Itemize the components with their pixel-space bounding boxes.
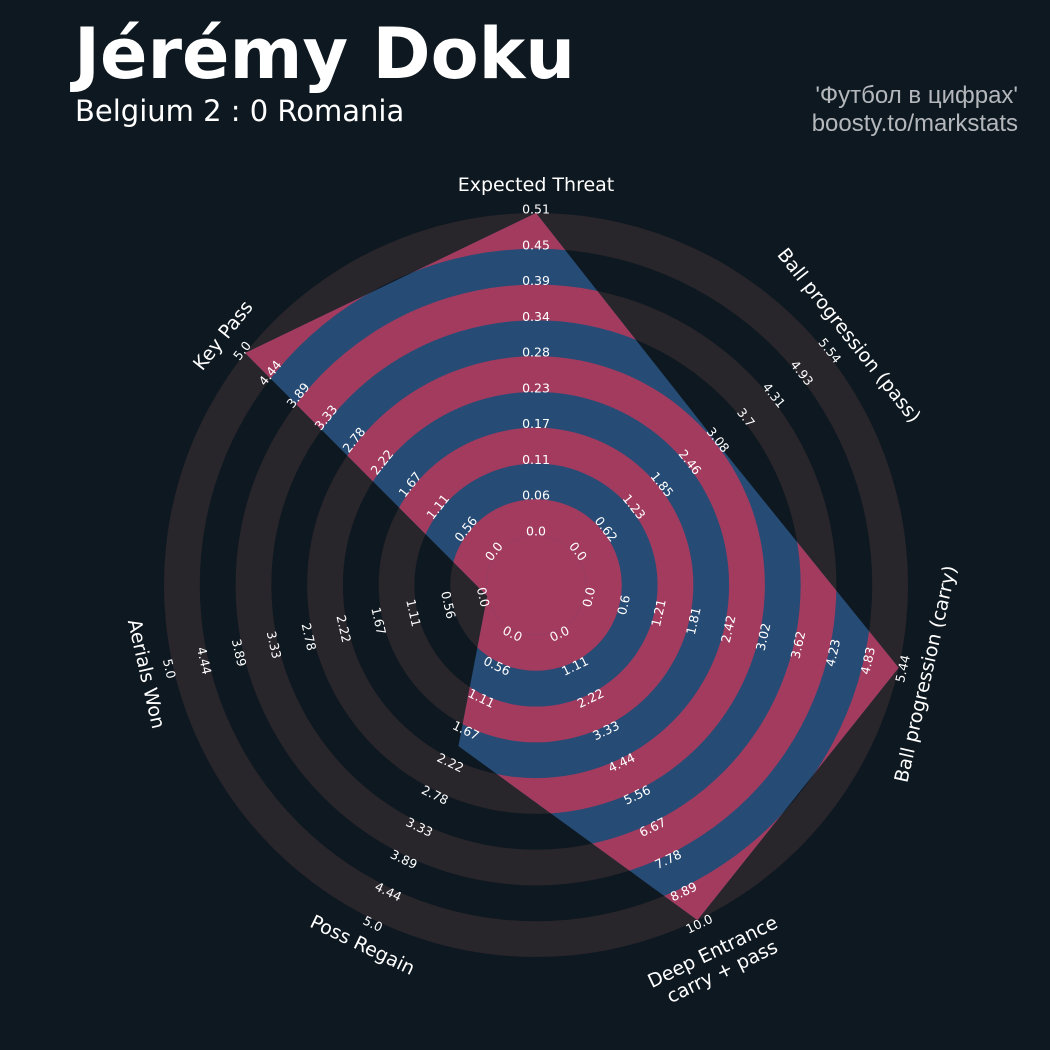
tick-label: 1.81: [683, 606, 704, 636]
tick-label: 5.0: [160, 657, 179, 680]
param-label: Expected Threat: [458, 174, 615, 196]
tick-label: 0.0: [526, 524, 546, 539]
tick-label: 2.22: [333, 614, 354, 644]
tick-label: 0.17: [522, 416, 550, 431]
highlight-ring: [450, 499, 622, 671]
tick-label: 3.62: [788, 630, 809, 660]
tick-label: 1.11: [403, 598, 424, 628]
player-name-title: Jérémy Doku: [74, 13, 576, 95]
tick-label: 2.78: [299, 622, 320, 653]
tick-label: 1.21: [648, 598, 669, 628]
tick-label: 4.23: [822, 638, 843, 668]
tick-label: 1.67: [368, 606, 389, 636]
tick-label: 0.51: [522, 202, 550, 217]
tick-label: 0.39: [522, 273, 550, 288]
tick-label: 0.45: [522, 237, 550, 252]
tick-label: 0.28: [522, 345, 550, 360]
tick-label: 0.34: [522, 309, 550, 324]
tick-label: 0.11: [522, 452, 550, 467]
credit-line-1: 'Футбол в цифрах': [815, 82, 1018, 109]
tick-label: 4.44: [194, 645, 215, 676]
tick-label: 3.33: [264, 630, 285, 660]
tick-label: 0.06: [522, 488, 550, 503]
tick-label: 0.0: [579, 586, 598, 609]
tick-label: 0.23: [522, 380, 550, 395]
tick-label: 3.89: [229, 638, 250, 669]
match-subtitle: Belgium 2 : 0 Romania: [75, 94, 405, 128]
tick-label: 5.44: [892, 653, 913, 684]
tick-label: 0.56: [438, 590, 459, 621]
tick-label: 0.6: [614, 594, 633, 617]
param-label: Aerials Won: [123, 617, 169, 731]
credit-line-2: boosty.to/markstats: [811, 110, 1018, 137]
center-disc: [486, 535, 586, 635]
tick-label: 0.0: [474, 586, 493, 609]
tick-label: 3.02: [753, 622, 774, 652]
tick-label: 4.83: [857, 645, 878, 675]
tick-label: 2.42: [718, 614, 739, 644]
credit-text: 'Футбол в цифрах' boosty.to/markstats: [812, 82, 1018, 138]
highlight-rings: [245, 213, 899, 921]
